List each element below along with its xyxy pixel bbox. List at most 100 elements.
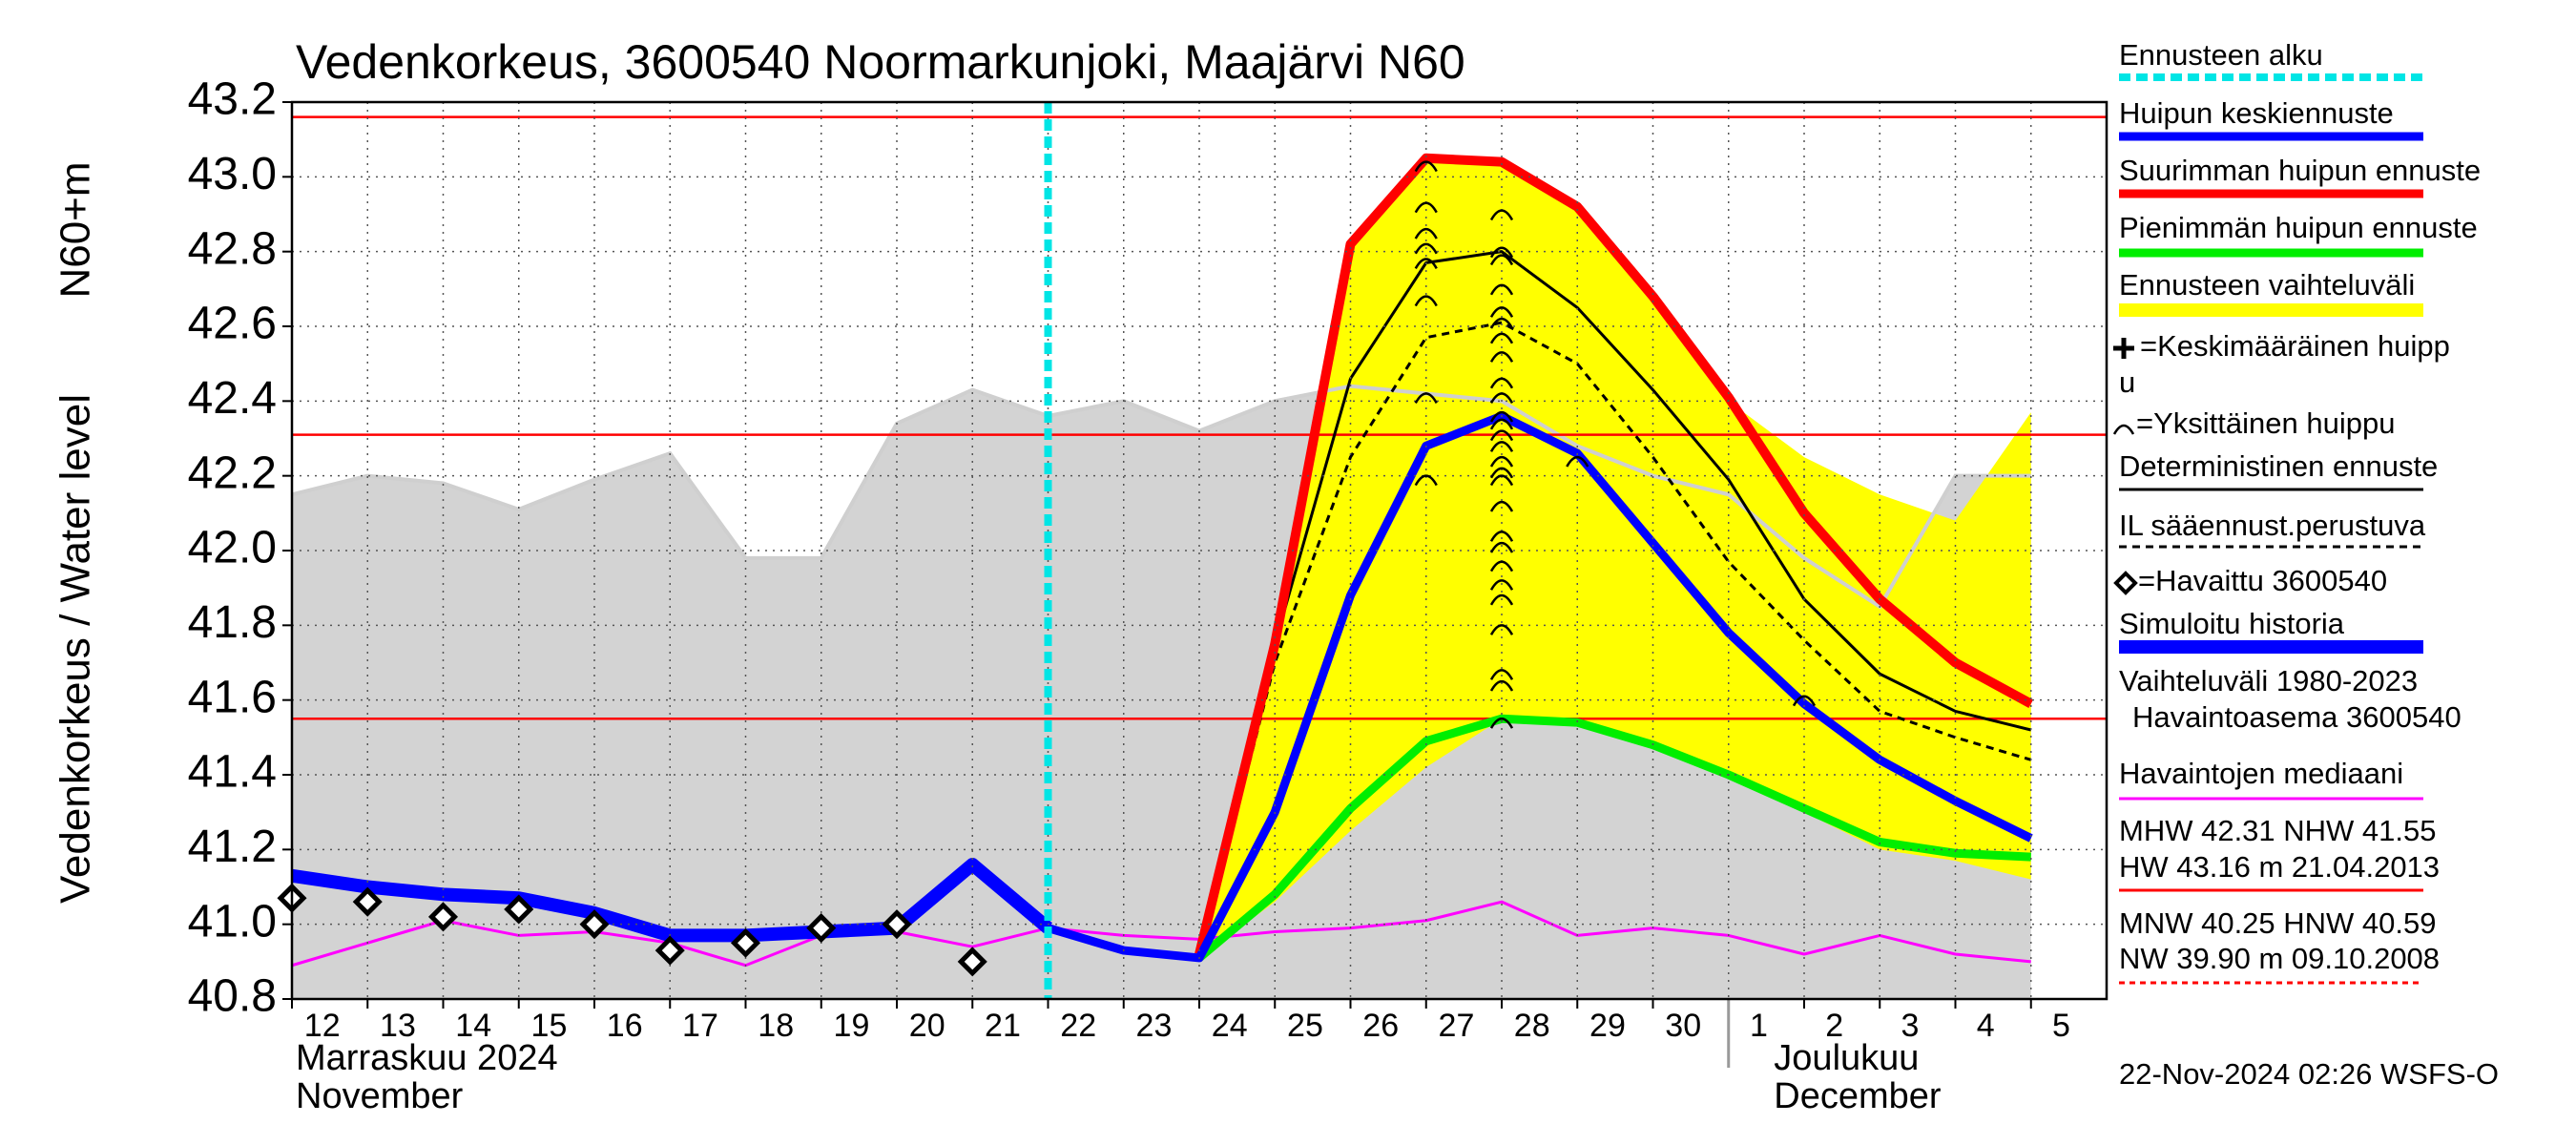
peak-marker xyxy=(1414,160,1438,173)
legend-label: HW 43.16 m 21.04.2013 xyxy=(2119,850,2440,884)
x-tick-label: 29 xyxy=(1589,1008,1626,1044)
series-line xyxy=(1197,321,2032,959)
peak-marker xyxy=(1489,718,1514,729)
legend-label: Huipun keskiennuste xyxy=(2119,96,2394,130)
series-line xyxy=(292,900,2031,968)
observed-marker xyxy=(957,947,987,977)
peak-marker xyxy=(1489,254,1514,266)
x-tick-label: 19 xyxy=(834,1008,870,1044)
legend-symbol xyxy=(2113,571,2138,595)
x-tick-label: 20 xyxy=(909,1008,945,1044)
y-tick-label: 41.2 xyxy=(188,822,277,872)
peak-marker xyxy=(1489,455,1514,468)
peak-marker xyxy=(1489,306,1514,318)
x-tick-label: 13 xyxy=(380,1008,416,1044)
observed-marker xyxy=(730,927,761,958)
legend-label: Deterministinen ennuste xyxy=(2119,449,2438,483)
observed-marker xyxy=(579,909,610,940)
observed-marker xyxy=(427,902,459,932)
y-tick-label: 41.6 xyxy=(188,672,277,722)
y-tick-label: 43.2 xyxy=(188,74,277,125)
legend-label: Havaintoasema 3600540 xyxy=(2132,700,2462,734)
y-tick-label: 42.8 xyxy=(188,223,277,274)
y-axis-label: Vedenkorkeus / Water level xyxy=(52,394,99,904)
peak-marker xyxy=(1489,283,1514,296)
x-tick-label: 2 xyxy=(1825,1008,1843,1044)
peak-marker xyxy=(1489,332,1514,344)
y-tick-label: 40.8 xyxy=(188,971,277,1022)
y-tick-label: 41.8 xyxy=(188,597,277,648)
peak-marker xyxy=(1489,531,1514,542)
peak-marker xyxy=(1489,429,1514,442)
legend-label: MNW 40.25 HNW 40.59 xyxy=(2119,906,2437,940)
x-tick-label: 28 xyxy=(1514,1008,1550,1044)
legend-label: =Keskimääräinen huipp xyxy=(2140,329,2450,363)
x-tick-label: 21 xyxy=(985,1008,1021,1044)
observed-marker xyxy=(352,886,383,917)
observed-marker xyxy=(654,935,685,966)
legend-label: Vaihteluväli 1980-2023 xyxy=(2119,664,2418,697)
x-tick-label: 15 xyxy=(531,1008,568,1044)
month-label: Joulukuu xyxy=(1774,1038,1919,1078)
y-tick-label: 43.0 xyxy=(188,149,277,199)
y-tick-label: 42.4 xyxy=(188,373,277,424)
legend-label: =Yksittäinen huippu xyxy=(2136,406,2395,440)
series-line xyxy=(1195,153,2034,956)
x-tick-label: 1 xyxy=(1750,1008,1768,1044)
peak-marker xyxy=(1414,258,1438,270)
legend-label: Ennusteen alku xyxy=(2119,38,2323,72)
legend-label: NW 39.90 m 09.10.2008 xyxy=(2119,942,2440,975)
peak-marker xyxy=(1792,695,1817,707)
y-unit-label: N60+m xyxy=(52,161,99,298)
month-label: December xyxy=(1774,1076,1942,1116)
series-line xyxy=(1047,411,2033,963)
peak-marker xyxy=(1414,201,1438,214)
legend-label: u xyxy=(2119,365,2135,399)
peak-marker xyxy=(1489,579,1514,591)
peak-marker xyxy=(1489,410,1514,423)
peak-marker xyxy=(1414,242,1438,255)
x-tick-label: 26 xyxy=(1362,1008,1399,1044)
plot-frame xyxy=(290,100,2109,1001)
peak-marker xyxy=(1489,441,1514,452)
peak-marker xyxy=(1489,593,1514,606)
legend-symbol xyxy=(2113,338,2134,359)
legend-label: Ennusteen vaihteluväli xyxy=(2119,268,2415,302)
peak-marker xyxy=(1489,418,1514,430)
x-tick-label: 27 xyxy=(1439,1008,1475,1044)
peak-marker xyxy=(1414,227,1438,239)
peak-marker xyxy=(1414,392,1438,405)
chart-title: Vedenkorkeus, 3600540 Noormarkunjoki, Ma… xyxy=(296,35,1465,89)
legend-label: Pienimmän huipun ennuste xyxy=(2119,211,2478,244)
legend-label: MHW 42.31 NHW 41.55 xyxy=(2119,814,2437,847)
observed-marker xyxy=(806,913,837,944)
x-tick-label: 4 xyxy=(1977,1008,1995,1044)
y-tick-label: 42.6 xyxy=(188,299,277,349)
legend-symbol xyxy=(2112,424,2135,435)
x-tick-label: 22 xyxy=(1060,1008,1096,1044)
legend-label: IL sääennust.perustuva xyxy=(2119,509,2426,542)
legend-label: =Havaittu 3600540 xyxy=(2138,564,2387,597)
peak-marker xyxy=(1489,317,1514,329)
month-label: Marraskuu 2024 xyxy=(296,1038,558,1078)
plot-area xyxy=(292,115,2107,999)
range-band-edge xyxy=(292,384,2031,610)
month-label: November xyxy=(296,1076,464,1116)
x-tick-label: 30 xyxy=(1665,1008,1701,1044)
peak-marker xyxy=(1489,351,1514,363)
peak-marker xyxy=(1489,679,1514,692)
x-tick-label: 5 xyxy=(2052,1008,2070,1044)
y-tick-label: 42.0 xyxy=(188,523,277,573)
legend-label: Simuloitu historia xyxy=(2119,607,2345,640)
peak-marker xyxy=(1489,392,1514,405)
peak-marker xyxy=(1414,474,1438,487)
x-tick-label: 24 xyxy=(1212,1008,1248,1044)
x-tick-label: 12 xyxy=(304,1008,341,1044)
footer: 22-Nov-2024 02:26 WSFS-O xyxy=(2119,1057,2499,1091)
peak-marker xyxy=(1489,209,1514,221)
legend-label: Suurimman huipun ennuste xyxy=(2119,154,2481,187)
peak-marker xyxy=(1489,560,1514,572)
observed-marker xyxy=(882,909,912,940)
series-line xyxy=(1196,714,2031,962)
peak-marker xyxy=(1414,295,1438,307)
